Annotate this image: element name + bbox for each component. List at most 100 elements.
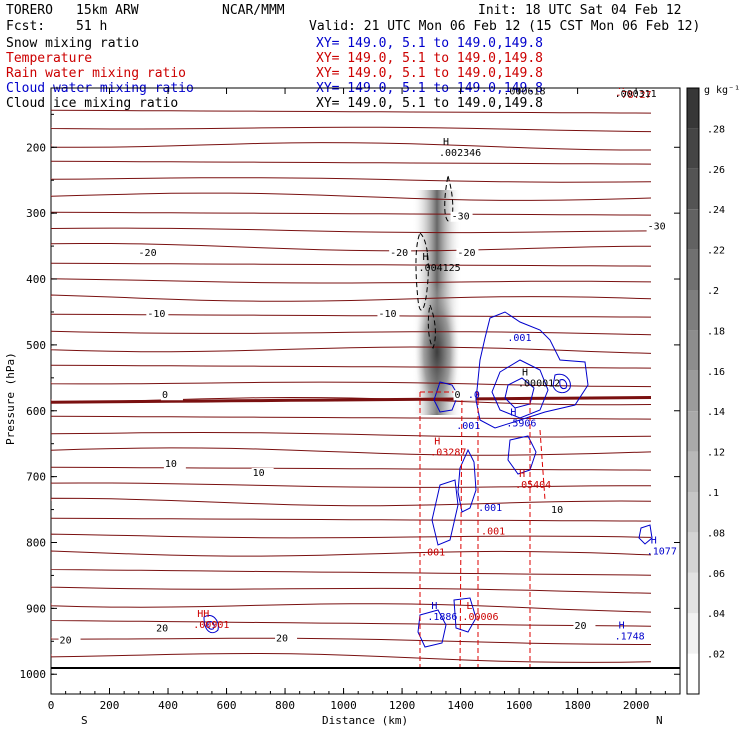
cloud-water-east-core [559, 379, 568, 390]
colorbar-swatch [687, 330, 699, 371]
isotherm-line [51, 431, 652, 438]
model-name: TORERO [6, 3, 53, 18]
extremum-value: .1077 [647, 546, 677, 557]
colorbar-tick-label: .12 [707, 448, 725, 459]
plot-area: H-78.27-30-30-20 -20 -20-10 -100 01010102020… [51, 78, 680, 669]
colorbar-tick-label: .02 [707, 650, 725, 661]
extremum-value: .05404 [515, 480, 551, 491]
temperature-label-bg [550, 504, 573, 515]
temperature-label-bg [614, 89, 637, 100]
extremum-marker: H [510, 408, 516, 419]
isotherm-line [51, 652, 652, 663]
temperature-label: -30 [452, 212, 470, 223]
temperature-label-bg [573, 620, 596, 631]
cloud-water-contours [203, 311, 653, 648]
contour-label: .001 [481, 527, 505, 538]
temperature-label-bg [453, 390, 476, 401]
cloud-water-south [203, 615, 219, 634]
header: TORERO 15km ARW NCAR/MMM Init: 18 UTC Sa… [6, 3, 700, 34]
isotherm-line [51, 109, 652, 114]
x-axis: 0 200 400 600 800 1000 1200 1400 1600 1800 2000 [48, 88, 666, 712]
isotherm-line [51, 466, 652, 471]
isotherm-line [51, 517, 652, 522]
field-temperature-xy: XY= 149.0, 5.1 to 149.0,149.8 [316, 51, 543, 66]
cloud-water-west-cell [433, 381, 459, 413]
x-tick-label: 0 [48, 699, 55, 712]
rain-line-5 [539, 429, 546, 501]
x-tick-label: 400 [158, 699, 178, 712]
temperature-label-bg [450, 211, 473, 222]
temperature-label: -10 [378, 309, 396, 320]
x-tick-label: 1200 [389, 699, 416, 712]
plot-frame [50, 87, 681, 695]
extremum-value: .5906 [506, 419, 536, 430]
field-cloud-ice: Cloud ice mixing ratio [6, 96, 178, 111]
y-tick-label: 600 [26, 405, 46, 418]
model-resolution: 15km ARW [76, 3, 139, 18]
ice-contour-upper [444, 175, 454, 222]
field-legend: Snow mixing ratio XY= 149.0, 5.1 to 149.… [6, 36, 543, 111]
colorbar-tick-label: .04 [707, 609, 725, 620]
field-snow: Snow mixing ratio [6, 36, 139, 51]
extremum-value: .00006 [462, 612, 498, 623]
extrema-labels: H.002346H.004125H.000618H.000311H.000012… [193, 78, 677, 642]
field-snow-xy: XY= 149.0, 5.1 to 149.0,149.8 [316, 36, 543, 51]
init-time: Init: 18 UTC Sat 04 Feb 12 [478, 3, 682, 18]
colorbar-tick-label: .2 [707, 286, 719, 297]
x-tick-label: 800 [275, 699, 295, 712]
colorbar-swatch [687, 370, 699, 412]
valid-time: Valid: 21 UTC Mon 06 Feb 12 (15 CST Mon … [309, 19, 700, 34]
temperature-label-bg [251, 467, 274, 478]
colorbar-unit: g kg⁻¹ [704, 85, 740, 96]
extremum-value: .1886 [427, 612, 457, 623]
colorbar-swatch [687, 128, 699, 169]
temperature-label-bg [155, 623, 178, 634]
isotherm-line [51, 603, 652, 613]
ice-contour-middle [415, 232, 429, 311]
isotherm-line [51, 447, 652, 456]
x-tick-label: 1600 [506, 699, 533, 712]
isotherm-line [51, 550, 652, 557]
colorbar-tick-label: .22 [707, 246, 725, 257]
colorbar-swatch [687, 532, 699, 573]
colorbar-tick-label: .26 [707, 165, 725, 176]
cloud-water-outer [475, 311, 589, 429]
temperature-label: -20 [390, 248, 408, 259]
temperature-label-bg [58, 635, 81, 646]
temperature-label-bg [163, 458, 186, 469]
center-name: NCAR/MMM [222, 3, 285, 18]
extremum-value: .004125 [419, 263, 461, 274]
temperature-label: 20 [574, 621, 586, 632]
extremum-marker: H [423, 252, 429, 263]
isotherm-line [51, 211, 652, 216]
x-tick-label: 600 [217, 699, 237, 712]
temperature-label: 0 [455, 390, 461, 401]
extremum-marker: H [434, 437, 440, 448]
forecast-hour: 51 h [76, 19, 107, 34]
isotherm-line [51, 364, 652, 369]
isotherm-line [51, 278, 652, 284]
isotherm-line [51, 126, 652, 133]
extremum-marker: HH [197, 609, 209, 620]
x-tick-label: 1800 [564, 699, 591, 712]
temperature-label: 0 [162, 390, 168, 401]
colorbar-frame [686, 87, 700, 695]
extremum-marker: H [619, 78, 625, 89]
y-tick-label: 500 [26, 339, 46, 352]
colorbar-tick-label: .14 [707, 407, 725, 418]
field-rain: Rain water mixing ratio [6, 66, 186, 81]
temperature-label-bg [146, 309, 169, 320]
temperature-label: -20 [139, 248, 157, 259]
temperature-label-bg [275, 633, 298, 644]
cloud-water-lowlevel [417, 609, 447, 648]
field-cloud-ice-xy: XY= 149.0, 5.1 to 149.0,149.8 [316, 96, 543, 111]
isotherm-line [51, 620, 652, 627]
isotherm-line [51, 243, 652, 252]
cloud-water-mid [491, 359, 549, 419]
x-axis-label: Distance (km) [322, 714, 408, 727]
isotherm-line [51, 227, 652, 234]
colorbar-swatch [687, 290, 699, 331]
colorbar-swatch [687, 451, 699, 492]
